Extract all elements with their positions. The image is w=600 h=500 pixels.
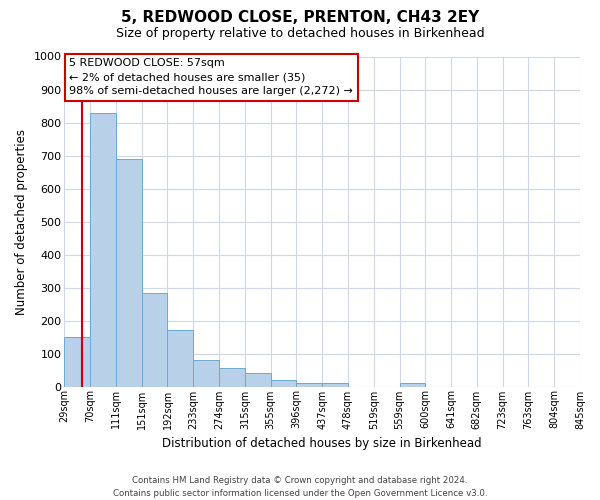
Bar	[142, 293, 167, 386]
Bar	[90, 114, 116, 386]
Bar	[167, 330, 193, 386]
Bar	[271, 380, 296, 386]
Text: 5, REDWOOD CLOSE, PRENTON, CH43 2EY: 5, REDWOOD CLOSE, PRENTON, CH43 2EY	[121, 10, 479, 25]
Bar	[400, 383, 425, 386]
Bar	[296, 382, 322, 386]
Y-axis label: Number of detached properties: Number of detached properties	[15, 128, 28, 314]
Text: Size of property relative to detached houses in Birkenhead: Size of property relative to detached ho…	[116, 28, 484, 40]
Bar	[116, 160, 142, 386]
Bar	[64, 337, 90, 386]
Bar	[322, 383, 348, 386]
Text: 5 REDWOOD CLOSE: 57sqm
← 2% of detached houses are smaller (35)
98% of semi-deta: 5 REDWOOD CLOSE: 57sqm ← 2% of detached …	[70, 58, 353, 96]
Bar	[245, 372, 271, 386]
X-axis label: Distribution of detached houses by size in Birkenhead: Distribution of detached houses by size …	[163, 437, 482, 450]
Bar	[219, 368, 245, 386]
Bar	[193, 360, 219, 386]
Text: Contains HM Land Registry data © Crown copyright and database right 2024.
Contai: Contains HM Land Registry data © Crown c…	[113, 476, 487, 498]
